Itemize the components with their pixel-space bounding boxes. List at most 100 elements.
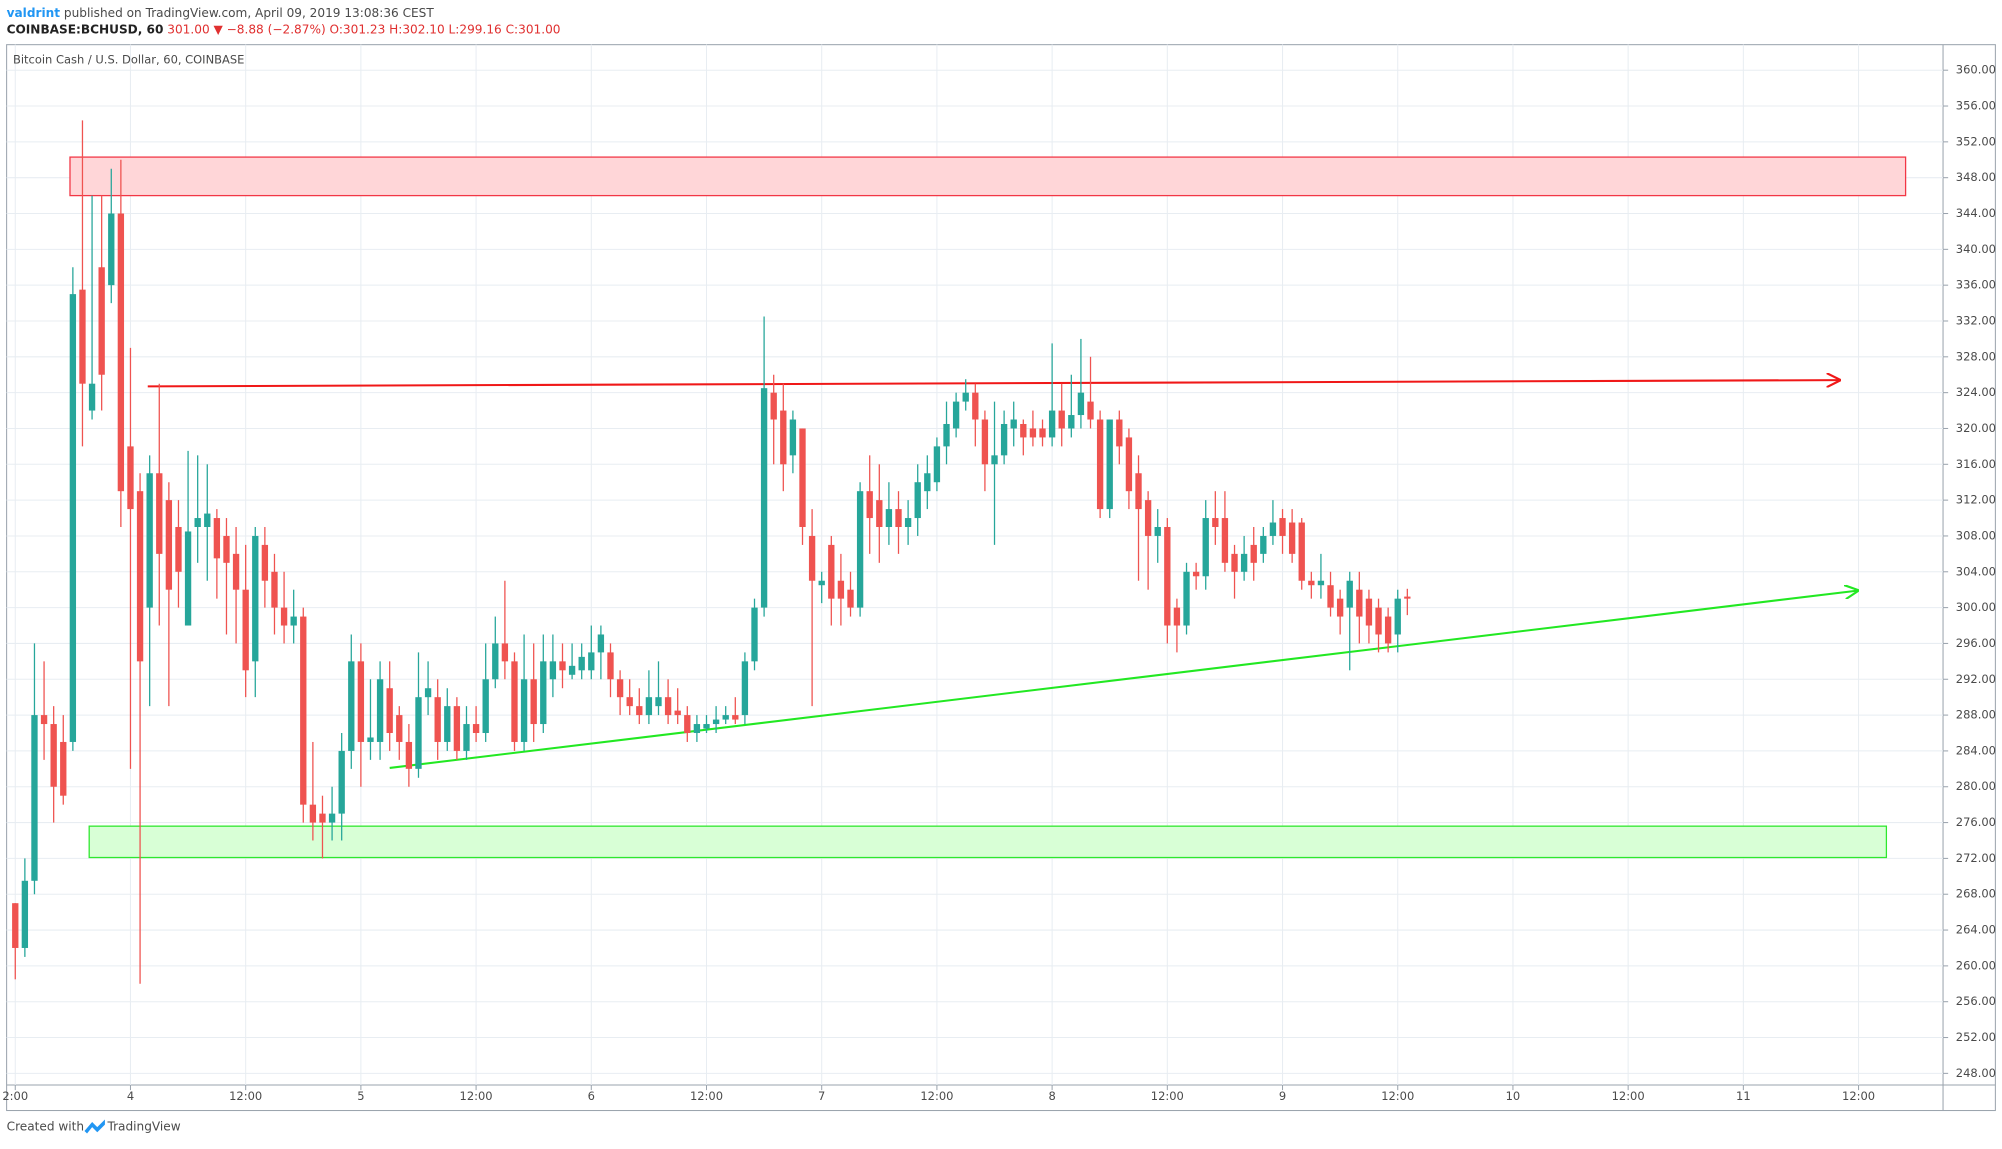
y-tick-label: 360.00 — [1956, 63, 1996, 77]
candle-body — [770, 392, 777, 420]
author[interactable]: valdrint — [7, 5, 61, 19]
candle-body — [1058, 410, 1065, 429]
candle-body — [655, 697, 662, 707]
candle-body — [472, 724, 480, 734]
candle-body — [175, 526, 182, 572]
candle-body — [405, 741, 413, 769]
y-tick-label: 308.00 — [1956, 528, 1996, 542]
candle-body — [703, 724, 710, 729]
candle-body — [21, 880, 29, 948]
candle-body — [1346, 580, 1353, 608]
axis-labels: 248.00 252.00 256.00 260.00 264.00 268.00 272.… — [2, 63, 1996, 1103]
candle-body — [1106, 419, 1113, 510]
x-tick-label: 12:00 — [1381, 1089, 1414, 1103]
candle-body — [79, 289, 86, 384]
candle-body — [1384, 616, 1392, 644]
candle-body — [1087, 401, 1094, 420]
y-tick-label: 268.00 — [1956, 887, 1996, 901]
x-tick-label: 10 — [1506, 1089, 1521, 1103]
y-tick-label: 264.00 — [1956, 923, 1996, 937]
candle-body — [1135, 473, 1142, 510]
candle-body — [492, 643, 499, 680]
candle-body — [1404, 596, 1411, 599]
candle-body — [1125, 437, 1133, 492]
y-tick-label: 276.00 — [1956, 815, 1996, 829]
candle-body — [1020, 423, 1027, 438]
candle-body — [1202, 518, 1209, 577]
y-tick-label: 340.00 — [1956, 242, 1996, 256]
candles — [12, 120, 1411, 984]
candle-body — [1096, 419, 1104, 510]
candle-body — [972, 392, 979, 420]
candle-body — [69, 294, 77, 742]
candle-body — [511, 661, 518, 742]
trend-line — [147, 380, 1840, 388]
candle-body — [108, 213, 115, 286]
candle-body — [242, 589, 249, 671]
candle-body — [789, 419, 797, 456]
candle-body — [348, 661, 355, 751]
candle-body — [559, 661, 566, 671]
y-tick-label: 336.00 — [1956, 278, 1996, 292]
candle-body — [828, 544, 835, 599]
candle-body — [799, 428, 806, 527]
x-tick-label: 7 — [818, 1089, 825, 1103]
candle-body — [876, 500, 883, 527]
candle-body — [645, 697, 653, 716]
candle-body — [338, 750, 345, 814]
zone — [69, 156, 1907, 197]
candle-body — [607, 652, 614, 680]
footer-brand[interactable]: TradingView — [106, 1120, 180, 1134]
candle-body — [818, 580, 825, 586]
candle-body — [1375, 607, 1382, 635]
candle-body — [1394, 598, 1401, 635]
candle-body — [444, 706, 451, 742]
footer-created: Created with — [7, 1120, 84, 1134]
candle-body — [1164, 526, 1171, 626]
candle-body — [396, 715, 403, 742]
candle-body — [1327, 585, 1334, 608]
candle-body — [1260, 535, 1267, 554]
candle-body — [300, 616, 307, 805]
y-tick-label: 256.00 — [1956, 994, 1996, 1008]
header-line: valdrint published on TradingView.com, A… — [7, 5, 435, 19]
candle-body — [1298, 522, 1305, 581]
candle-body — [367, 737, 374, 742]
x-tick-label: 8 — [1048, 1089, 1055, 1103]
candle-body — [741, 661, 749, 716]
candle-body — [376, 679, 384, 742]
candle-body — [1269, 522, 1277, 536]
x-tick-label: 12:00 — [1842, 1089, 1875, 1103]
candle-body — [156, 473, 163, 554]
candle-body — [568, 665, 576, 675]
candle-body — [847, 589, 854, 608]
y-tick-label: 300.00 — [1956, 600, 1996, 614]
y-tick-label: 352.00 — [1956, 134, 1996, 148]
x-tick-label: 12:00 — [920, 1089, 953, 1103]
candle-body — [290, 616, 297, 626]
candle-body — [501, 643, 509, 662]
candle-body — [1039, 428, 1046, 438]
candle-body — [194, 518, 201, 527]
candle-body — [50, 724, 57, 787]
candle-body — [165, 500, 173, 590]
candle-body — [626, 697, 633, 707]
x-tick-label: 5 — [357, 1089, 364, 1103]
candle-body — [280, 607, 288, 626]
candle-body — [1212, 518, 1219, 527]
candle-body — [482, 679, 489, 734]
y-tick-label: 260.00 — [1956, 958, 1996, 972]
candle-body — [40, 715, 48, 725]
candle-body — [1317, 580, 1325, 586]
x-tick-label: 2:00 — [2, 1089, 28, 1103]
candle-body — [204, 513, 211, 527]
candle-body — [616, 679, 624, 698]
candle-body — [597, 634, 605, 653]
candle-body — [136, 491, 144, 662]
candle-body — [664, 697, 672, 716]
x-tick-label: 12:00 — [229, 1089, 262, 1103]
y-tick-label: 316.00 — [1956, 457, 1996, 471]
candle-body — [549, 661, 557, 680]
y-tick-label: 344.00 — [1956, 206, 1996, 220]
